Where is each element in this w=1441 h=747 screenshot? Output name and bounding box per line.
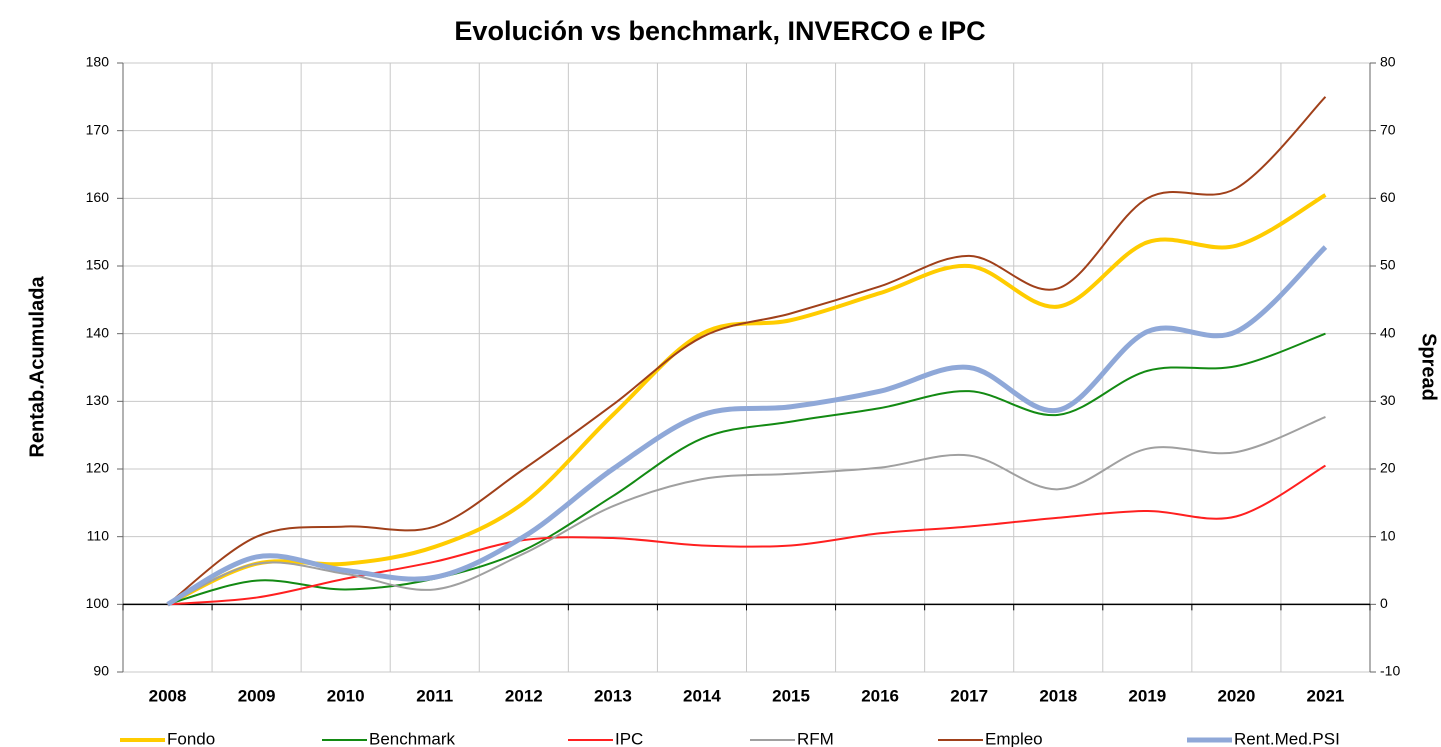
x-tick-label: 2008 [149, 686, 187, 705]
y-tick-label: 140 [86, 324, 110, 340]
y2-tick-label: 80 [1380, 54, 1396, 70]
x-tick-label: 2019 [1128, 686, 1166, 705]
y2-tick-label: 30 [1380, 392, 1396, 408]
y-axis-label: Rentab.Acumulada [26, 276, 48, 458]
y-tick-label: 110 [87, 527, 110, 543]
y-tick-label: 150 [86, 257, 110, 273]
y2-tick-label: -10 [1380, 663, 1400, 679]
legend-label: Rent.Med.PSI [1234, 729, 1340, 747]
legend-label: Empleo [985, 729, 1043, 747]
x-tick-label: 2010 [327, 686, 365, 705]
x-tick-label: 2015 [772, 686, 810, 705]
x-tick-label: 2012 [505, 686, 543, 705]
x-tick-label: 2016 [861, 686, 899, 705]
y-tick-label: 90 [93, 663, 109, 679]
y2-tick-label: 50 [1380, 257, 1396, 273]
y2-axis-label: Spread [1418, 333, 1440, 401]
y2-tick-label: 60 [1380, 189, 1396, 205]
series-line [167, 415, 1326, 606]
y-tick-label: 180 [86, 54, 110, 70]
legend-label: Fondo [167, 729, 215, 747]
y2-tick-label: 20 [1380, 460, 1396, 476]
y-tick-label: 100 [86, 595, 110, 611]
series-line [166, 96, 1327, 606]
x-tick-label: 2014 [683, 686, 721, 705]
series-line [167, 332, 1326, 606]
legend-label: RFM [797, 729, 834, 747]
y2-tick-label: 70 [1380, 121, 1396, 137]
legend-label: Benchmark [369, 729, 455, 747]
legend-label: IPC [615, 729, 643, 747]
y-tick-label: 160 [86, 189, 110, 205]
y-tick-label: 120 [86, 460, 110, 476]
y2-tick-label: 0 [1380, 595, 1388, 611]
chart-title: Evolución vs benchmark, INVERCO e IPC [454, 16, 985, 46]
y-tick-label: 130 [86, 392, 110, 408]
y2-tick-label: 40 [1380, 324, 1396, 340]
x-tick-label: 2011 [416, 686, 453, 705]
x-tick-label: 2009 [238, 686, 276, 705]
x-tick-label: 2020 [1217, 686, 1255, 705]
x-tick-label: 2013 [594, 686, 632, 705]
x-tick-label: 2018 [1039, 686, 1077, 705]
y2-tick-label: 10 [1380, 527, 1396, 543]
series-line [166, 245, 1328, 607]
x-tick-label: 2021 [1307, 686, 1345, 705]
x-tick-label: 2017 [950, 686, 988, 705]
y-tick-label: 170 [86, 121, 110, 137]
